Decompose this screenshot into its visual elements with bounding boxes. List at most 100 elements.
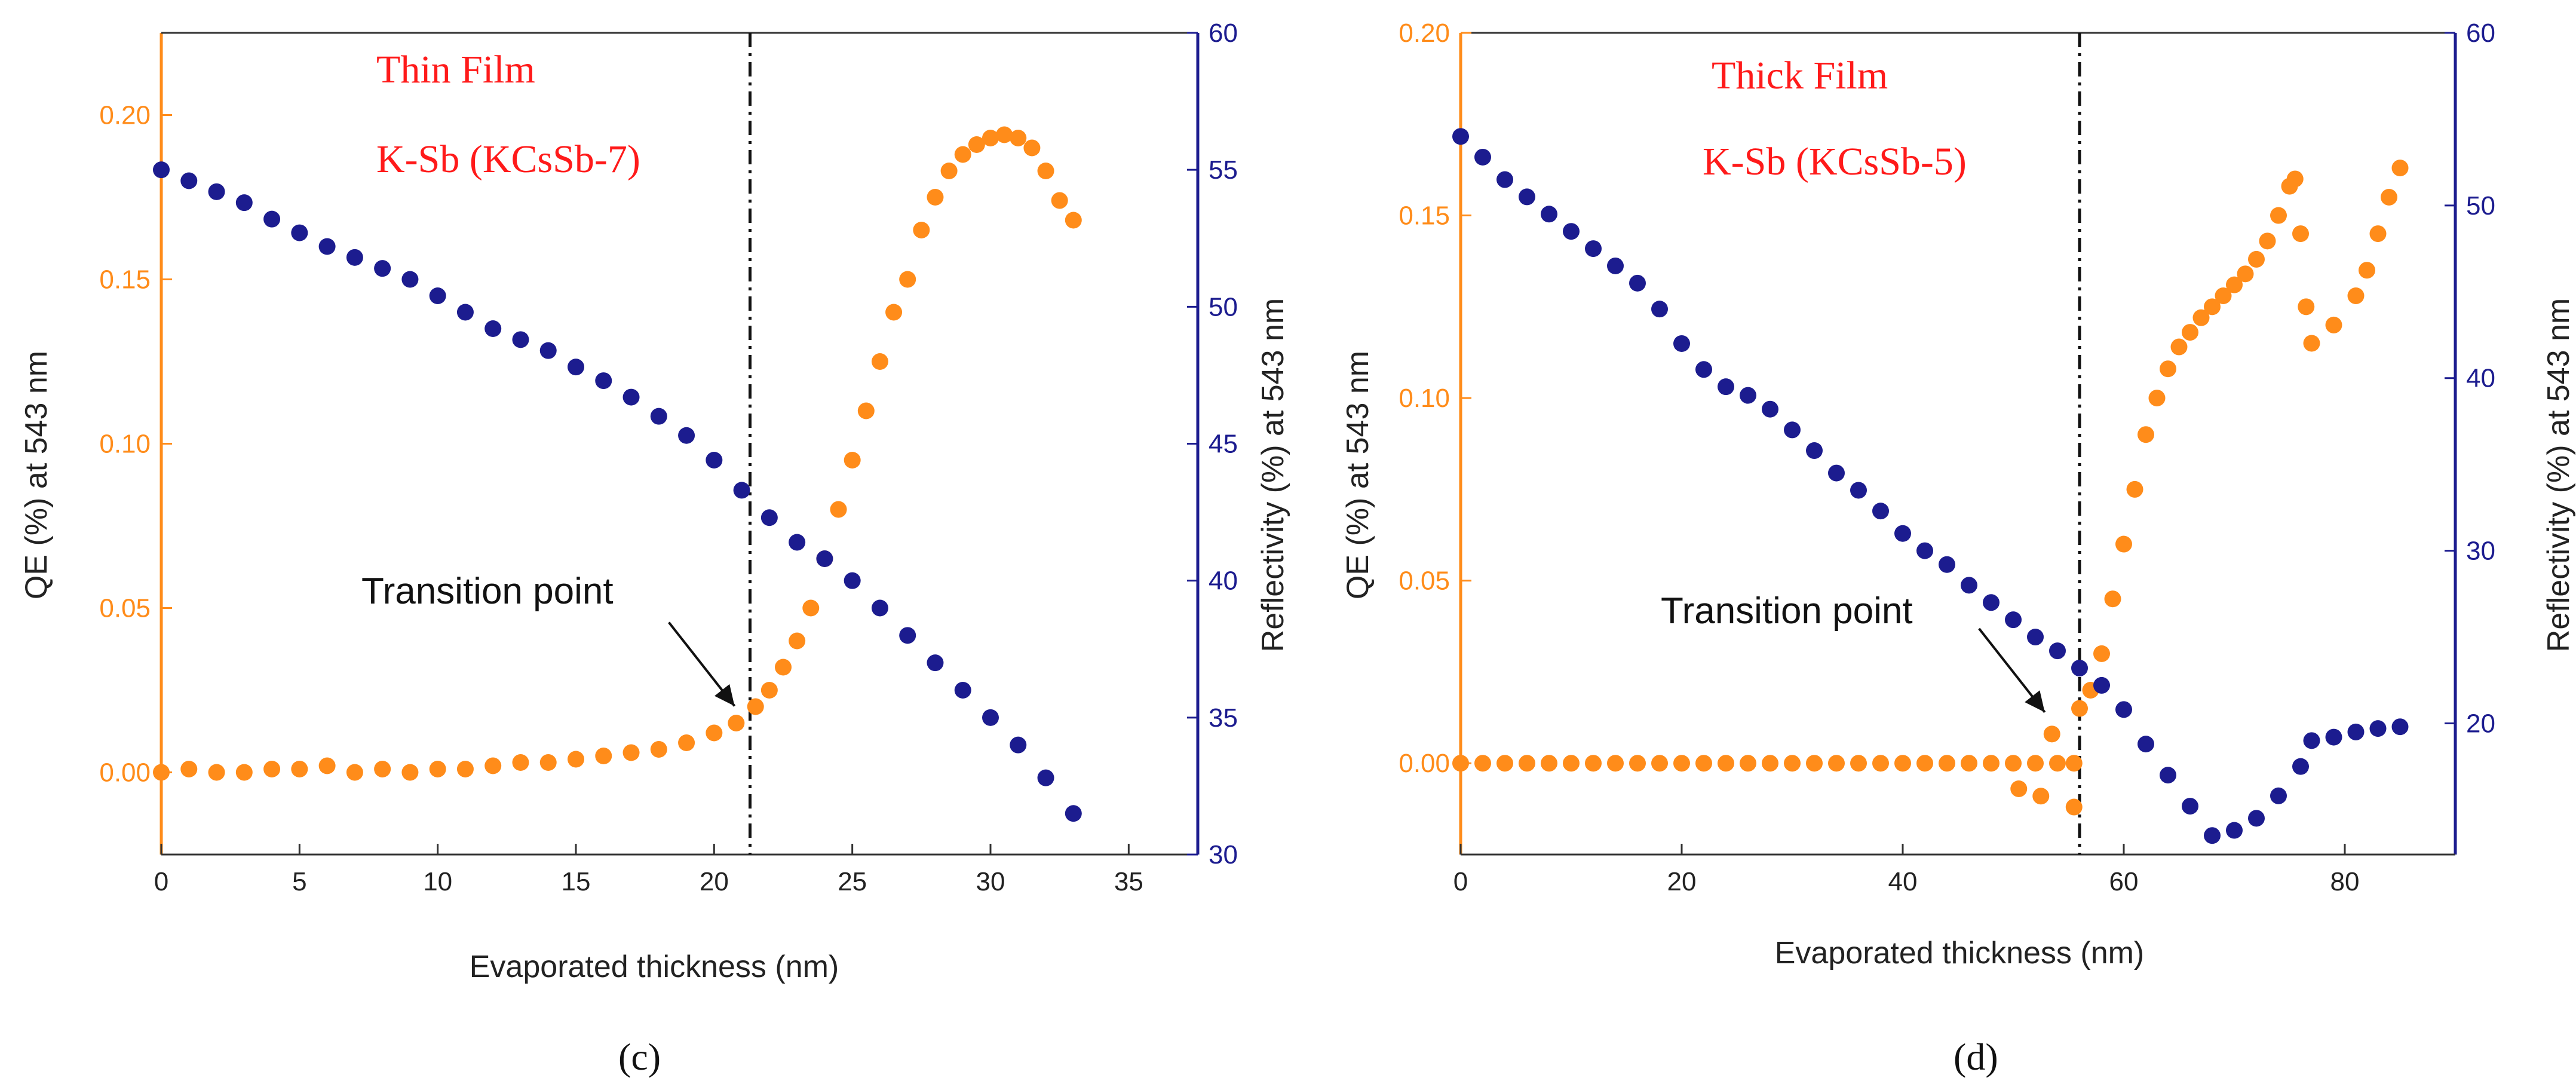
qe-point — [374, 761, 391, 777]
qe-point — [208, 764, 225, 781]
reflectivity-point — [1695, 361, 1712, 378]
reflectivity-point — [1983, 594, 2000, 611]
reflectivity-point — [1784, 421, 1801, 439]
x-tick-label: 10 — [423, 867, 452, 896]
qe-point — [153, 764, 170, 781]
reflectivity-point — [1673, 335, 1690, 352]
reflectivity-point — [1563, 223, 1580, 240]
axes: 0 5 10 15 20 25 30 35 0.00 0.05 0.10 0.15 0.20 30 35 40… — [99, 19, 1238, 896]
reflectivity-point — [2182, 798, 2198, 815]
qe-point — [1519, 755, 1535, 772]
reflectivity-point — [1585, 240, 1602, 258]
y-left-tick-label: 0.00 — [99, 758, 151, 788]
qe-point — [1541, 755, 1557, 772]
reflectivity-point — [2391, 718, 2409, 736]
qe-point — [2381, 189, 2397, 206]
reflectivity-point — [318, 238, 336, 255]
y-left-tick-label: 0.20 — [1399, 19, 1450, 48]
panel-c: Thin Film K-Sb (KCsSb-7) Transition poin… — [19, 19, 1290, 1078]
qe-point — [2298, 298, 2315, 316]
qe-point — [1037, 163, 1054, 179]
y-right-tick-label: 30 — [2466, 537, 2495, 566]
qe-point — [263, 761, 281, 777]
reflectivity-point — [2248, 810, 2265, 827]
reflectivity-point — [1828, 464, 1845, 482]
qe-point — [1474, 755, 1491, 772]
reflectivity-point — [2049, 642, 2066, 660]
reflectivity-point — [1762, 400, 1778, 418]
qe-series — [153, 126, 1082, 781]
qe-point — [2093, 645, 2110, 662]
x-tick-label: 80 — [2330, 867, 2360, 896]
reflectivity-point — [789, 534, 806, 551]
qe-point — [2391, 160, 2409, 177]
reflectivity-point — [1010, 736, 1027, 754]
reflectivity-point — [2347, 723, 2365, 740]
qe-point — [2115, 535, 2132, 553]
qe-point — [1872, 755, 1889, 772]
qe-point — [2270, 207, 2287, 224]
qe-point — [2010, 780, 2028, 797]
qe-point — [775, 659, 792, 676]
qe-point — [650, 741, 667, 758]
qe-point — [539, 754, 557, 771]
qe-point — [2215, 287, 2232, 304]
x-axis-title: Evaporated thickness (nm) — [1775, 936, 2145, 970]
qe-point — [1563, 755, 1580, 772]
qe-point — [2138, 426, 2154, 443]
qe-point — [802, 599, 820, 617]
qe-point — [927, 189, 944, 206]
reflectivity-point — [2270, 787, 2287, 804]
qe-point — [2359, 262, 2375, 279]
reflectivity-point — [1740, 387, 1756, 404]
qe-point — [2160, 360, 2176, 378]
reflectivity-series — [1452, 128, 2409, 844]
qe-point — [2104, 590, 2121, 608]
reflectivity-point — [291, 224, 308, 241]
reflectivity-point — [180, 172, 198, 189]
reflectivity-point — [2292, 758, 2309, 775]
qe-point — [2071, 700, 2088, 717]
reflectivity-point — [1037, 769, 1054, 786]
y-right-tick-label: 50 — [2466, 191, 2495, 221]
qe-point — [1961, 755, 1977, 772]
qe-point — [429, 761, 446, 777]
reflectivity-point — [456, 304, 474, 321]
reflectivity-point — [2115, 701, 2132, 718]
reflectivity-point — [1629, 274, 1646, 292]
qe-point — [678, 734, 695, 751]
y-left-tick-label: 0.00 — [1399, 749, 1450, 778]
qe-point — [2325, 316, 2342, 333]
qe-point — [1828, 755, 1845, 772]
reflectivity-point — [2027, 629, 2044, 646]
y-left-axis-title: QE (%) at 543 nm — [19, 351, 54, 599]
reflectivity-point — [2226, 822, 2243, 839]
x-tick-label: 5 — [292, 867, 306, 896]
qe-point — [346, 764, 363, 781]
qe-point — [2027, 755, 2044, 772]
x-tick-label: 60 — [2109, 867, 2139, 896]
qe-point — [1939, 755, 1955, 772]
x-tick-label: 35 — [1114, 867, 1143, 896]
y-right-axis-title: Reflectivity (%) at 543 nm — [2541, 298, 2576, 652]
y-right-tick-label: 45 — [1209, 430, 1238, 459]
qe-point — [2043, 725, 2060, 743]
transition-arrow-head — [714, 684, 735, 706]
panel-d: Thick Film K-Sb (KCsSb-5) Transition poi… — [1341, 19, 2576, 1078]
reflectivity-point — [954, 682, 971, 699]
reflectivity-point — [678, 427, 695, 444]
qe-point — [2182, 324, 2198, 341]
qe-point — [2049, 755, 2066, 772]
reflectivity-point — [1872, 503, 1889, 520]
reflectivity-point — [2204, 827, 2221, 844]
qe-point — [2065, 798, 2083, 816]
reflectivity-point — [844, 572, 861, 589]
qe-point — [622, 744, 640, 761]
reflectivity-point — [2325, 728, 2342, 746]
qe-point — [968, 136, 985, 153]
y-right-tick-label: 40 — [2466, 364, 2495, 393]
qe-point — [954, 146, 971, 163]
y-right-tick-label: 60 — [2466, 19, 2495, 48]
qe-point — [728, 715, 745, 731]
qe-point — [940, 163, 958, 179]
